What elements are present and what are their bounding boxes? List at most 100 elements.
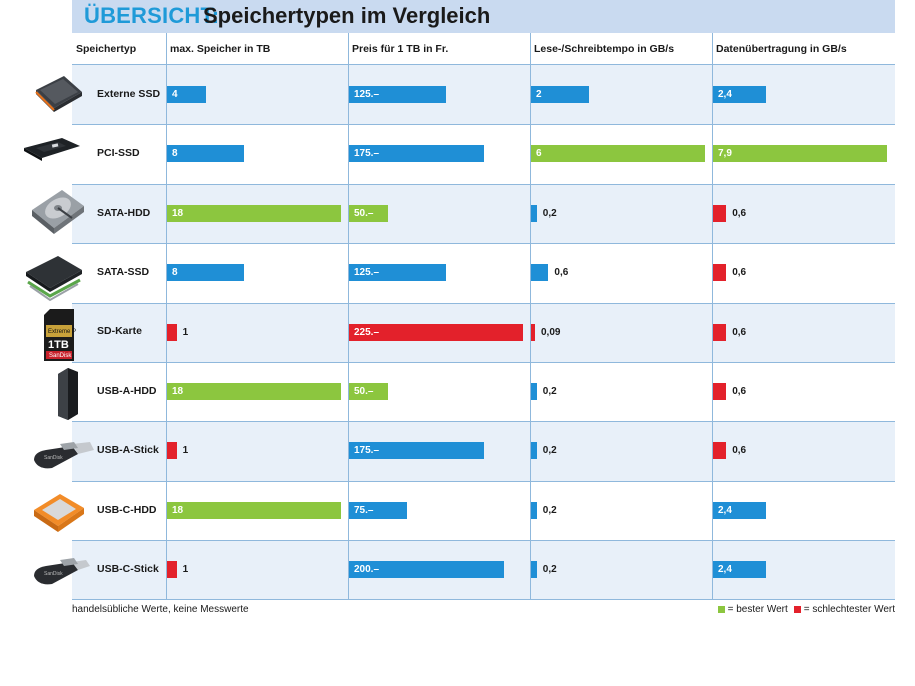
bar-value-label: 2 xyxy=(536,89,542,100)
legend-item: = bester Wert xyxy=(717,604,788,615)
bar-value-label: 0,2 xyxy=(542,207,557,219)
bar xyxy=(713,561,766,579)
bar xyxy=(713,442,727,460)
bar xyxy=(531,561,537,579)
footnote: handelsübliche Werte, keine Messwerte xyxy=(72,604,249,615)
usb-a-hdd-icon xyxy=(54,368,80,425)
bar xyxy=(713,145,887,163)
bar xyxy=(531,86,589,103)
bar xyxy=(167,383,341,400)
row-label: SATA-HDD xyxy=(97,206,151,219)
bar xyxy=(531,323,535,341)
header-divider xyxy=(72,64,895,65)
bar-value-label: 0,2 xyxy=(542,386,557,397)
bar-value-label: 6 xyxy=(536,148,542,160)
bar-value-label: 0,09 xyxy=(541,326,561,338)
bar-value-label: 200.– xyxy=(354,564,380,576)
bar xyxy=(713,86,766,103)
bar-value-label: 0,6 xyxy=(732,207,747,219)
row-label: SATA-SSD xyxy=(97,265,150,278)
bar xyxy=(167,323,177,341)
bar xyxy=(167,561,177,579)
bar xyxy=(167,442,177,460)
row-divider xyxy=(72,302,895,304)
bar xyxy=(349,86,446,103)
usb-c-stick-icon: SanDisk xyxy=(32,556,96,593)
svg-text:SanDisk: SanDisk xyxy=(44,455,63,461)
bar xyxy=(531,264,549,282)
bar-value-label: 0,6 xyxy=(732,386,747,397)
title-kicker: ÜBERSICHT: xyxy=(84,3,220,28)
comparison-table: Speichertyp max. Speicher in TB Preis für … xyxy=(72,33,895,600)
bar xyxy=(531,501,537,519)
row-divider xyxy=(72,480,895,482)
row-label: Externe SSD xyxy=(97,87,161,100)
bar xyxy=(531,145,705,163)
sata-ssd-icon xyxy=(24,250,84,307)
bar-value-label: 4 xyxy=(172,89,178,100)
bar xyxy=(349,501,407,519)
svg-text:1TB: 1TB xyxy=(48,339,69,351)
bar xyxy=(349,264,446,282)
page-title: Speichertypen im Vergleich xyxy=(203,3,491,28)
bar-value-label: 0,6 xyxy=(554,267,569,279)
bar-value-label: 8 xyxy=(172,267,178,279)
row-label: USB-A-HDD xyxy=(97,384,157,397)
bar-value-label: 50.– xyxy=(354,207,374,219)
legend-swatch xyxy=(717,606,725,613)
legend-label: = bester Wert xyxy=(727,604,788,615)
column-divider xyxy=(348,33,349,600)
sd-card-icon: Extreme PRO 1TB SanDisk xyxy=(42,309,85,366)
bar xyxy=(713,323,727,341)
bar-value-label: 18 xyxy=(172,207,184,219)
sata-hdd-icon xyxy=(28,184,86,245)
svg-text:SanDisk: SanDisk xyxy=(49,353,72,359)
bar xyxy=(531,442,537,460)
column-divider xyxy=(530,33,531,600)
bar-value-label: 2,4 xyxy=(718,504,732,516)
bar-value-label: 50.– xyxy=(354,386,374,397)
bar-value-label: 1 xyxy=(182,564,189,576)
bar-value-label: 1 xyxy=(182,326,189,338)
svg-text:SanDisk: SanDisk xyxy=(44,571,63,577)
bar-value-label: 175.– xyxy=(354,148,380,160)
bar xyxy=(531,204,537,222)
bar xyxy=(713,204,727,222)
table-bottom-line xyxy=(72,599,895,600)
bar-value-label: 175.– xyxy=(354,445,380,457)
bar xyxy=(349,204,388,222)
bar-value-label: 18 xyxy=(172,504,184,516)
bar-value-label: 0,6 xyxy=(732,267,747,279)
bar xyxy=(349,561,504,579)
title-bar: ÜBERSICHT: Speichertypen im Vergleich xyxy=(72,0,895,33)
bar-value-label: 0,6 xyxy=(732,326,747,338)
bar-value-label: 0,6 xyxy=(732,445,747,457)
bar xyxy=(349,383,388,400)
bar-value-label: 18 xyxy=(172,386,184,397)
column-header: Speichertyp xyxy=(76,43,137,55)
bar-value-label: 1 xyxy=(182,445,189,457)
bar xyxy=(167,264,245,282)
legend-label: = schlechtester Wert xyxy=(803,604,895,615)
row-label: USB-A-Stick xyxy=(97,444,159,457)
bar xyxy=(167,204,341,222)
legend: = bester Wert = schlechtester Wert xyxy=(712,604,895,615)
bar-value-label: 7,9 xyxy=(718,148,732,160)
svg-text:Extreme PRO: Extreme PRO xyxy=(48,329,76,335)
legend-item: = schlechtester Wert xyxy=(793,604,895,615)
column-divider xyxy=(712,33,713,600)
bar xyxy=(167,145,245,163)
row-divider xyxy=(72,362,895,363)
external-ssd-icon xyxy=(30,72,86,121)
row-label: PCI-SSD xyxy=(97,147,140,160)
bar-value-label: 2,4 xyxy=(718,89,732,100)
column-header: Preis für 1 TB in Fr. xyxy=(352,43,449,55)
column-header: Lese-/Schreibtempo in GB/s xyxy=(534,43,675,55)
bar xyxy=(349,323,523,341)
column-header: Datenübertragung in GB/s xyxy=(716,43,847,55)
row-divider xyxy=(72,183,895,185)
bar-value-label: 0,2 xyxy=(542,564,557,576)
usb-c-hdd-icon xyxy=(30,490,86,541)
bar-value-label: 0,2 xyxy=(542,445,557,457)
bar xyxy=(349,442,485,460)
